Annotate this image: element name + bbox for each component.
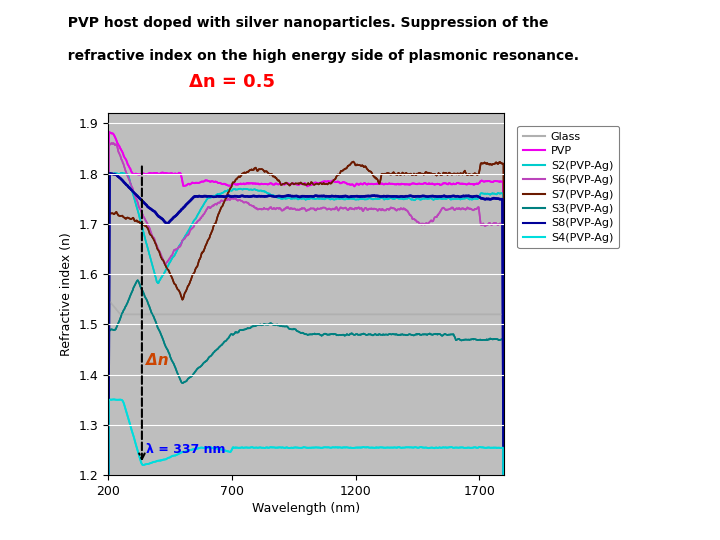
Text: refractive index on the high energy side of plasmonic resonance.: refractive index on the high energy side…: [58, 49, 579, 63]
Text: Δn: Δn: [146, 353, 169, 368]
Text: PVP host doped with silver nanoparticles. Suppression of the: PVP host doped with silver nanoparticles…: [58, 16, 548, 30]
Legend: Glass, PVP, S2(PVP-Ag), S6(PVP-Ag), S7(PVP-Ag), S3(PVP-Ag), S8(PVP-Ag), S4(PVP-A: Glass, PVP, S2(PVP-Ag), S6(PVP-Ag), S7(P…: [518, 126, 618, 248]
Text: λ = 337 nm: λ = 337 nm: [146, 443, 226, 456]
Text: Δn = 0.5: Δn = 0.5: [189, 73, 275, 91]
X-axis label: Wavelength (nm): Wavelength (nm): [252, 502, 360, 515]
Y-axis label: Refractive index (n): Refractive index (n): [60, 232, 73, 356]
